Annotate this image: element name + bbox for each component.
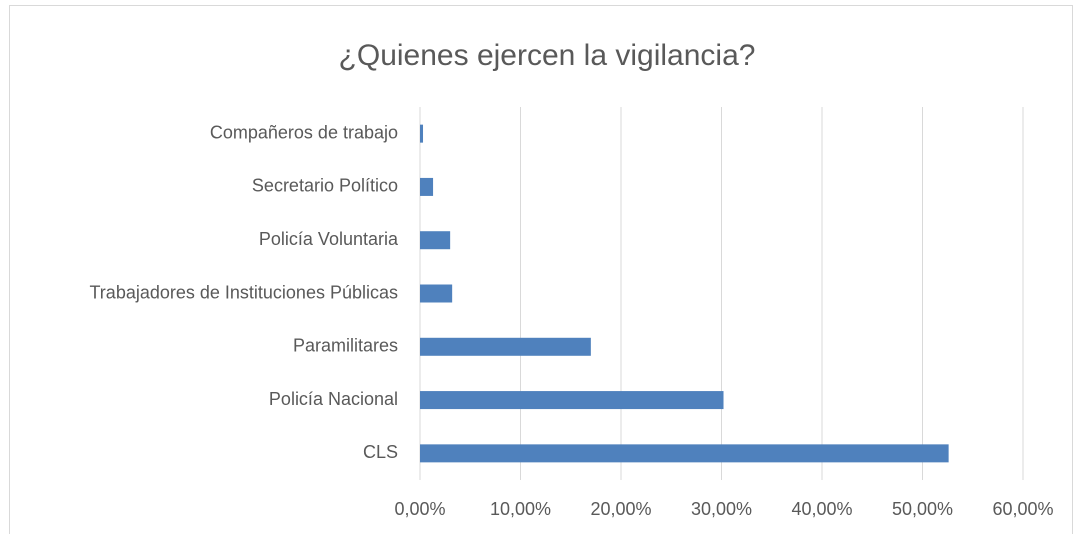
y-tick-label: Secretario Político xyxy=(252,176,398,196)
x-tick-label: 60,00% xyxy=(992,499,1053,519)
bar xyxy=(420,284,453,303)
bar xyxy=(420,391,724,410)
bar xyxy=(420,124,424,143)
y-tick-label: Paramilitares xyxy=(293,336,398,356)
bar xyxy=(420,231,451,250)
bar xyxy=(420,444,949,463)
bar xyxy=(420,177,434,196)
y-tick-label: Policía Nacional xyxy=(269,389,398,409)
y-tick-label: Trabajadores de Instituciones Públicas xyxy=(89,282,398,302)
x-tick-label: 10,00% xyxy=(490,499,551,519)
x-tick-label: 40,00% xyxy=(791,499,852,519)
bar xyxy=(420,337,591,356)
y-tick-label: Policía Voluntaria xyxy=(259,229,399,249)
x-tick-label: 50,00% xyxy=(892,499,953,519)
x-tick-label: 20,00% xyxy=(590,499,651,519)
chart-title: ¿Quienes ejercen la vigilancia? xyxy=(339,39,756,72)
y-tick-label: CLS xyxy=(363,442,398,462)
x-tick-label: 0,00% xyxy=(394,499,445,519)
x-tick-label: 30,00% xyxy=(691,499,752,519)
y-tick-label: Compañeros de trabajo xyxy=(210,122,398,142)
